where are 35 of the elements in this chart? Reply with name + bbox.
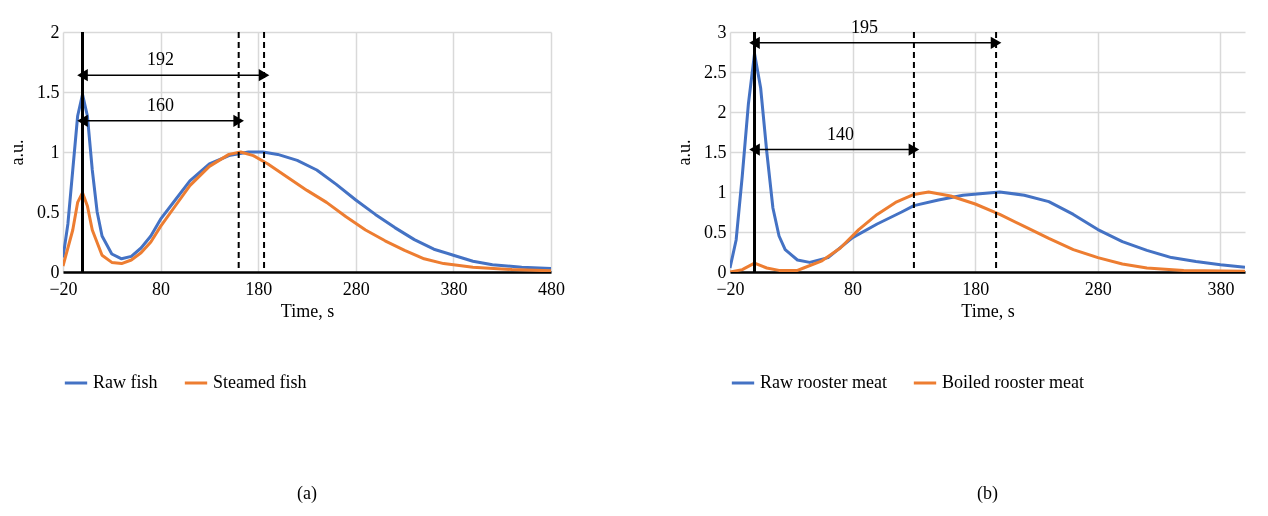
annotation: 195 bbox=[851, 16, 879, 37]
annotation: 140 bbox=[827, 123, 855, 144]
x-tick-label: 380 bbox=[440, 278, 468, 299]
legend-label: Boiled rooster meat bbox=[942, 372, 1084, 392]
line-series bbox=[730, 190, 1245, 272]
y-tick-label: 1.5 bbox=[37, 81, 60, 102]
annotation: 192 bbox=[147, 49, 175, 70]
y-tick-label: 3 bbox=[717, 21, 727, 42]
y-tick-label: 2.5 bbox=[704, 61, 727, 82]
x-tick-label: 80 bbox=[152, 278, 171, 299]
x-axis-title: Time, s bbox=[280, 300, 335, 321]
annotation: 160 bbox=[147, 94, 175, 115]
legend-label: Raw rooster meat bbox=[760, 372, 887, 392]
x-tick-label: 480 bbox=[538, 278, 565, 299]
y-tick-label: 1 bbox=[717, 181, 727, 202]
line-series bbox=[63, 150, 551, 272]
y-axis-title: a.u. bbox=[7, 139, 27, 166]
y-tick-label: 0.5 bbox=[37, 201, 60, 222]
x-tick-label: 180 bbox=[245, 278, 273, 299]
x-tick-label: 280 bbox=[1084, 278, 1112, 299]
y-tick-label: 1 bbox=[50, 141, 60, 162]
x-tick-label: 380 bbox=[1207, 278, 1235, 299]
text: (b) bbox=[977, 483, 998, 504]
legend-label: Steamed fish bbox=[213, 372, 307, 392]
text: (a) bbox=[297, 483, 317, 504]
y-axis-title: a.u. bbox=[674, 139, 694, 166]
x-axis-title: Time, s bbox=[961, 300, 1015, 321]
legend-label: Raw fish bbox=[93, 372, 158, 392]
y-tick-label: 2 bbox=[50, 21, 60, 42]
x-tick-label: 280 bbox=[342, 278, 370, 299]
y-tick-label: 0.5 bbox=[704, 221, 727, 242]
x-tick-label: 180 bbox=[962, 278, 990, 299]
x-tick-label: 80 bbox=[844, 278, 863, 299]
y-tick-label: 1.5 bbox=[704, 141, 727, 162]
y-tick-label: 2 bbox=[717, 101, 727, 122]
